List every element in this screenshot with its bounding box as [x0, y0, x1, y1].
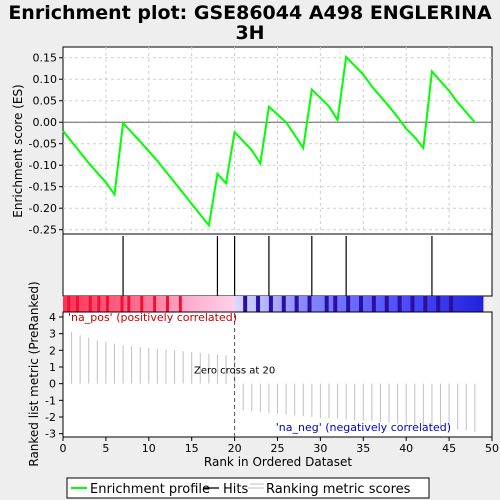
colorbar-neg-band-6	[324, 296, 329, 312]
x-tick-label-0: 0	[60, 442, 67, 455]
colorbar-pos-band-4	[105, 296, 109, 312]
es-grid	[63, 47, 492, 234]
es-y-ticks: 0.15 0.10 0.05 0.00 -0.05 -0.10 -0.15 -0.20 -0.2…	[29, 52, 63, 237]
ranking-y-tick-label-7: -3	[45, 428, 56, 441]
colorbar-neg-band-5	[307, 296, 312, 312]
ranking-y-axis-label: Ranked list metric (PreRanked)	[27, 281, 41, 466]
es-y-tick-label-4: -0.05	[29, 138, 57, 151]
es-y-tick-label-0: 0.15	[33, 52, 58, 65]
ranking-panel: Zero cross at 20 'na_pos' (positively co…	[27, 281, 499, 469]
es-y-tick-label-5: -0.10	[29, 159, 57, 172]
legend-label-ranking-metric: Ranking metric scores	[266, 482, 411, 497]
colorbar-pos-band-7	[140, 296, 144, 312]
colorbar-pos-band-1	[75, 296, 79, 312]
colorbar-pos-band-5	[120, 296, 124, 312]
colorbar-neg-band-4	[294, 296, 299, 312]
x-axis-label: Rank in Ordered Dataset	[204, 455, 352, 469]
legend: Enrichment profile Hits Ranking metric s…	[66, 477, 430, 499]
zero-cross-label: Zero cross at 20	[194, 366, 275, 377]
es-y-tick-label-2: 0.05	[33, 95, 58, 108]
x-tick-label-3: 15	[185, 442, 199, 455]
es-panel: 0.15 0.10 0.05 0.00 -0.05 -0.10 -0.15 -0.20 -0.2…	[11, 46, 493, 237]
es-y-tick-label-1: 0.10	[33, 73, 58, 86]
hits-panel	[62, 233, 493, 297]
enrichment-profile-line	[62, 54, 476, 228]
x-tick-label-5: 25	[271, 442, 285, 455]
colorbar-pos-band-6	[127, 296, 131, 312]
colorbar-neg-band-8	[346, 296, 351, 312]
x-tick-label-2: 10	[142, 442, 156, 455]
positive-class-label: 'na_pos' (positively correlated)	[68, 311, 237, 324]
es-y-tick-label-3: 0.00	[33, 116, 58, 129]
colorbar-neg-band-0	[243, 296, 248, 312]
x-tick-label-10: 50	[485, 442, 499, 455]
legend-label-enrichment-profile: Enrichment profile	[90, 482, 210, 497]
es-y-tick-label-7: -0.20	[29, 202, 57, 215]
colorbar-pos-band-2	[88, 296, 92, 312]
rank-colorbar	[63, 296, 484, 312]
colorbar-neg-band-11	[384, 296, 389, 312]
ranking-y-tick-label-3: 1	[49, 361, 56, 374]
ranking-y-ticks: 4 3 2 1 0 -1 -2 -3	[45, 311, 63, 441]
ranking-y-tick-label-1: 3	[49, 328, 56, 341]
colorbar-neg-band-1	[256, 296, 261, 312]
colorbar-neg-band-14	[423, 296, 428, 312]
legend-label-hits: Hits	[223, 482, 248, 497]
colorbar-gradient	[63, 296, 484, 312]
colorbar-pos-band-10	[178, 296, 182, 312]
chart-title-line-1: Enrichment plot: GSE86044 A498 ENGLERINA	[8, 2, 492, 24]
colorbar-neg-band-12	[397, 296, 402, 312]
x-tick-label-6: 30	[313, 442, 327, 455]
colorbar-pos-band-9	[165, 296, 169, 312]
colorbar-neg-band-2	[268, 296, 273, 312]
colorbar-pos-band-0	[67, 296, 71, 312]
colorbar-neg-band-15	[436, 296, 441, 312]
x-tick-label-4: 20	[228, 442, 242, 455]
colorbar-pos-band-3	[97, 296, 101, 312]
es-y-tick-label-6: -0.15	[29, 181, 57, 194]
ranking-y-tick-label-6: -2	[45, 411, 56, 424]
ranking-y-tick-label-0: 4	[49, 311, 56, 324]
ranking-y-tick-label-5: -1	[45, 394, 56, 407]
colorbar-pos-band-8	[153, 296, 157, 312]
colorbar-neg-band-7	[333, 296, 338, 312]
negative-class-label: 'na_neg' (negatively correlated)	[276, 421, 451, 434]
x-tick-label-8: 40	[399, 442, 413, 455]
es-y-tick-label-8: -0.25	[29, 224, 57, 237]
ranking-y-tick-label-4: 0	[49, 378, 56, 391]
es-y-axis-label: Enrichment score (ES)	[11, 84, 25, 217]
ranking-metric-bars	[71, 332, 476, 432]
x-tick-label-9: 45	[442, 442, 456, 455]
ranking-y-tick-label-2: 2	[49, 344, 56, 357]
x-tick-label-1: 5	[102, 442, 109, 455]
x-tick-label-7: 35	[356, 442, 370, 455]
colorbar-neg-band-16	[449, 296, 454, 312]
colorbar-neg-band-13	[410, 296, 415, 312]
ranking-x-ticks: 0 5 10 15 20 25 30 35 40 45 50	[60, 437, 499, 455]
ranking-panel-frame	[62, 311, 493, 438]
colorbar-neg-band-9	[359, 296, 364, 312]
colorbar-neg-band-3	[281, 296, 286, 312]
chart-title-line-2: 3H	[235, 22, 264, 44]
hits-panel-frame	[62, 233, 493, 297]
hit-lines	[122, 236, 433, 296]
colorbar-dark-bands	[67, 296, 454, 312]
colorbar-neg-band-10	[371, 296, 376, 312]
